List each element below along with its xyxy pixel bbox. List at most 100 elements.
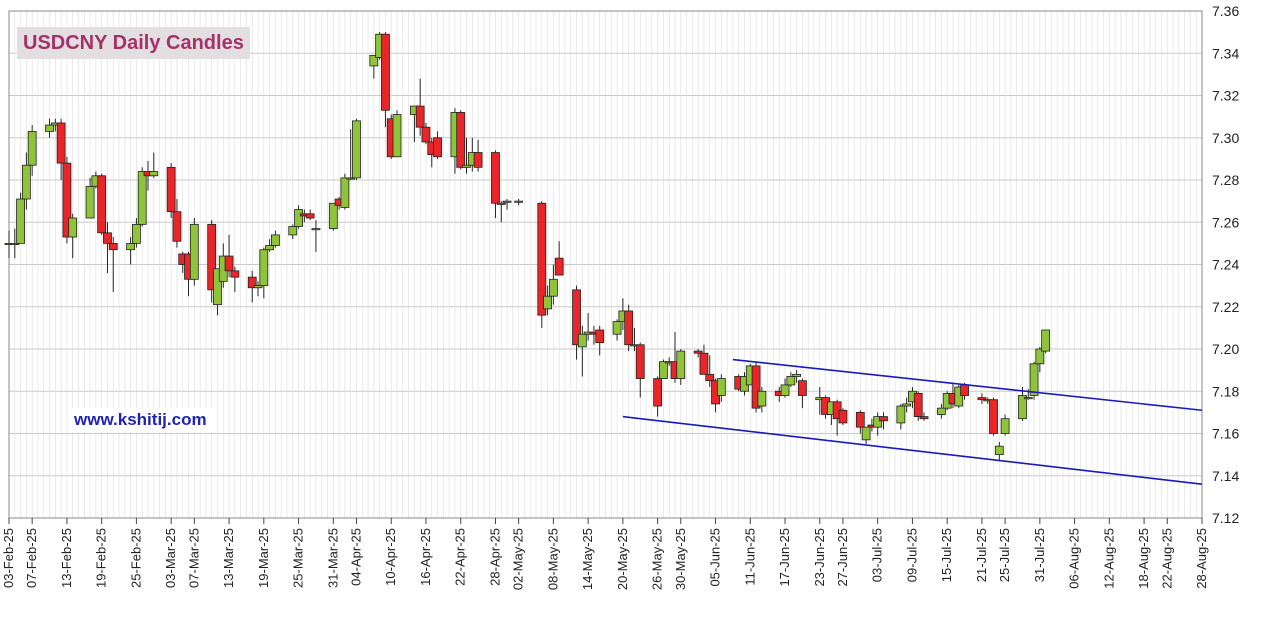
candle-body bbox=[68, 217, 78, 238]
candle-body bbox=[253, 285, 263, 289]
candle-body bbox=[381, 33, 390, 111]
candle-body bbox=[56, 122, 66, 164]
y-tick-label: 7.22 bbox=[1212, 299, 1239, 315]
candle-body bbox=[230, 270, 240, 278]
upper-channel-line bbox=[732, 358, 1203, 412]
candle-body bbox=[491, 152, 500, 204]
candle-body bbox=[132, 223, 141, 244]
candle-body bbox=[288, 226, 298, 236]
candle-body bbox=[62, 162, 72, 238]
candle-body bbox=[902, 403, 912, 407]
candle-body bbox=[1029, 363, 1039, 396]
candle-body bbox=[340, 177, 350, 208]
x-tick-label: 09-Jul-25 bbox=[904, 528, 919, 582]
candle-body bbox=[676, 350, 686, 379]
candle-body bbox=[108, 242, 118, 251]
candle-body bbox=[189, 223, 199, 280]
x-tick-label: 03-Feb-25 bbox=[1, 528, 16, 588]
y-tick-label: 7.14 bbox=[1212, 468, 1239, 484]
x-tick-label: 13-Feb-25 bbox=[59, 528, 74, 588]
x-tick-label: 20-May-25 bbox=[615, 528, 630, 590]
x-tick-label: 14-May-25 bbox=[580, 528, 595, 590]
candles bbox=[4, 32, 1051, 461]
candle-body bbox=[624, 310, 634, 346]
candle-body bbox=[126, 242, 136, 251]
x-tick-label: 27-Jun-25 bbox=[835, 528, 850, 587]
x-tick-label: 22-Apr-25 bbox=[453, 528, 468, 586]
candle-body bbox=[537, 202, 547, 316]
candle-body bbox=[913, 392, 923, 417]
x-tick-label: 17-Jun-25 bbox=[777, 528, 792, 587]
x-tick-label: 19-Feb-25 bbox=[94, 528, 109, 588]
candle-body bbox=[97, 175, 107, 234]
candle-body bbox=[543, 295, 552, 310]
candle-body bbox=[751, 365, 761, 409]
candle-body bbox=[16, 198, 25, 244]
candle-body bbox=[514, 200, 524, 203]
candle-body bbox=[1018, 395, 1027, 420]
x-tick-label: 10-Apr-25 bbox=[383, 528, 398, 586]
x-tick-label: 07-Mar-25 bbox=[186, 528, 201, 588]
candle-body bbox=[27, 131, 37, 166]
candle-body bbox=[462, 164, 471, 168]
candle-body bbox=[172, 211, 182, 242]
candle-body bbox=[572, 289, 581, 346]
candle-body bbox=[213, 268, 222, 306]
x-tick-label: 03-Mar-25 bbox=[163, 528, 178, 588]
candle-body bbox=[85, 185, 95, 219]
x-tick-label: 08-May-25 bbox=[545, 528, 560, 590]
candle-body bbox=[879, 416, 888, 422]
x-tick-label: 31-Jul-25 bbox=[1032, 528, 1047, 582]
candle-body bbox=[473, 152, 483, 168]
plot-border bbox=[8, 10, 1203, 519]
candle-body bbox=[699, 352, 709, 375]
candle-body bbox=[259, 249, 269, 287]
candle-body bbox=[994, 445, 1004, 456]
candle-body bbox=[954, 386, 964, 407]
candle-body bbox=[960, 384, 969, 396]
candle-body bbox=[861, 426, 871, 441]
candle-body bbox=[919, 416, 929, 420]
candle-body bbox=[21, 164, 31, 200]
candle-body bbox=[137, 171, 147, 225]
candle-body bbox=[855, 411, 865, 428]
candle-body bbox=[693, 350, 703, 354]
candle-body bbox=[305, 213, 315, 219]
candle-body bbox=[798, 380, 807, 396]
y-tick-label: 7.28 bbox=[1212, 172, 1239, 188]
candle-body bbox=[311, 228, 321, 231]
candle-body bbox=[989, 399, 998, 434]
candle-body bbox=[224, 255, 234, 272]
x-tick-label: 28-Aug-25 bbox=[1194, 528, 1209, 589]
x-tick-label: 03-Jul-25 bbox=[870, 528, 885, 582]
candle-body bbox=[415, 105, 425, 128]
candle-body bbox=[873, 416, 883, 428]
y-tick-label: 7.32 bbox=[1212, 88, 1239, 104]
y-tick-label: 7.36 bbox=[1212, 3, 1239, 19]
x-tick-label: 25-Feb-25 bbox=[128, 528, 143, 588]
candle-body bbox=[10, 242, 20, 245]
candle-body bbox=[207, 223, 217, 291]
watermark-text: www.kshitij.com bbox=[68, 408, 213, 432]
y-tick-label: 7.34 bbox=[1212, 45, 1239, 61]
x-tick-label: 22-Aug-25 bbox=[1159, 528, 1174, 589]
x-tick-label: 30-May-25 bbox=[673, 528, 688, 590]
x-tick-label: 15-Jul-25 bbox=[939, 528, 954, 582]
x-tick-label: 25-Jul-25 bbox=[997, 528, 1012, 582]
x-tick-label: 05-Jun-25 bbox=[708, 528, 723, 587]
candle-body bbox=[103, 232, 112, 244]
candle-body bbox=[786, 376, 796, 386]
candle-body bbox=[352, 120, 361, 179]
candle-body bbox=[456, 112, 466, 168]
x-tick-label: 23-Jun-25 bbox=[812, 528, 827, 587]
candle-body bbox=[294, 209, 303, 227]
candle-body bbox=[496, 202, 506, 205]
candle-body bbox=[977, 397, 987, 401]
candle-body bbox=[1023, 397, 1033, 400]
candle-body bbox=[548, 278, 558, 297]
candle-body bbox=[1041, 329, 1051, 352]
x-tick-label: 13-Mar-25 bbox=[221, 528, 236, 588]
candle-body bbox=[936, 407, 946, 415]
candle-body bbox=[265, 245, 275, 251]
x-tick-label: 11-Jun-25 bbox=[742, 528, 757, 586]
